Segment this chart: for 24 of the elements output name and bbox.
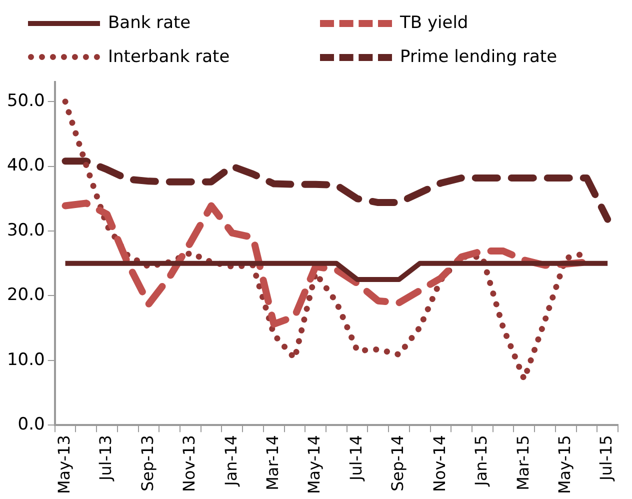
x-tick-label: Jul-14 xyxy=(346,435,366,482)
x-tick-label: Jul-15 xyxy=(596,435,616,482)
x-tick-label: May-13 xyxy=(54,435,74,494)
y-tick-label: 0.0 xyxy=(18,414,45,434)
y-tick-label: 40.0 xyxy=(6,156,45,176)
x-tick-label: Mar-15 xyxy=(513,435,532,490)
x-tick-label: Sep-13 xyxy=(138,435,157,492)
x-tick-label: Sep-14 xyxy=(388,435,408,492)
x-tick-label: Jan-15 xyxy=(472,435,491,487)
x-tick-label: Jul-13 xyxy=(96,435,116,482)
x-tick-label: Mar-14 xyxy=(263,435,282,490)
legend-label: TB yield xyxy=(400,13,468,33)
y-tick-label: 10.0 xyxy=(6,350,45,370)
legend-label: Bank rate xyxy=(108,13,191,33)
y-tick-label: 20.0 xyxy=(6,285,45,306)
x-tick-label: Nov-13 xyxy=(180,435,199,492)
x-tick-label: May-14 xyxy=(304,435,324,494)
x-tick-label: Nov-14 xyxy=(430,435,449,492)
y-tick-label: 30.0 xyxy=(6,220,45,240)
legend-label: Interbank rate xyxy=(108,47,230,67)
y-tick-label: 50.0 xyxy=(6,91,45,112)
legend-label: Prime lending rate xyxy=(400,47,558,67)
x-tick-label: May-15 xyxy=(555,435,574,494)
x-tick-label: Jan-14 xyxy=(221,435,240,487)
